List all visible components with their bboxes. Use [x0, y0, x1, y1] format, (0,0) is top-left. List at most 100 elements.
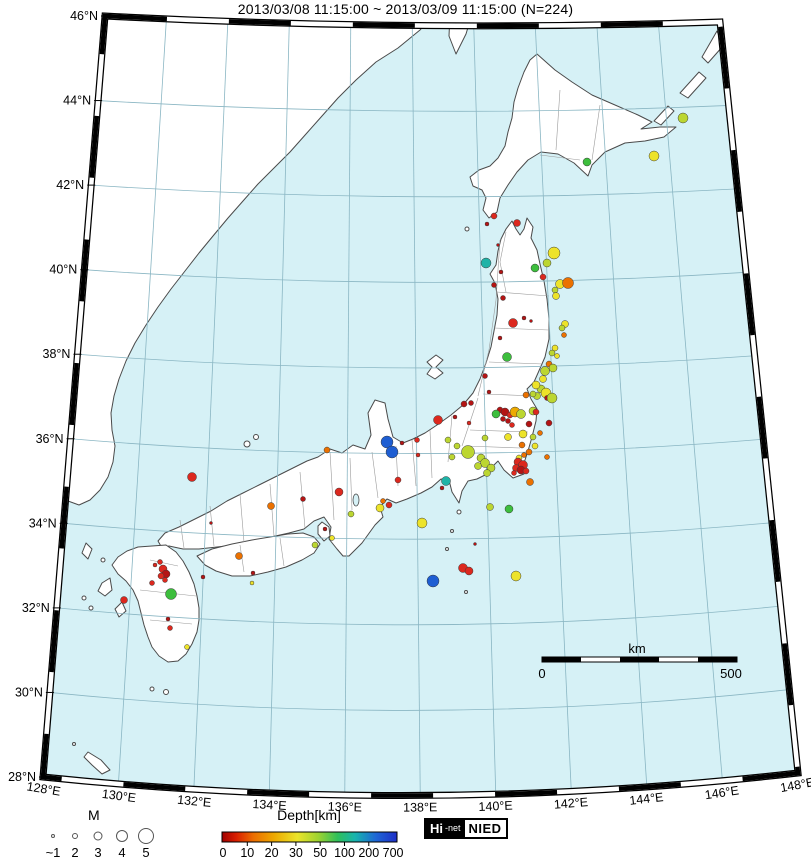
quake-dot [532, 408, 540, 416]
quake-dot [521, 452, 527, 458]
scale-bar: km 0 500 [538, 641, 741, 681]
quake-dot [157, 572, 165, 580]
scale-bar-max: 500 [720, 666, 742, 681]
quake-dot [548, 349, 556, 357]
quake-dot [484, 221, 490, 227]
quake-dot [554, 353, 560, 359]
quake-dot [452, 414, 458, 420]
quake-dot [480, 458, 490, 468]
quake-dot [394, 476, 402, 484]
nagasaki-islets [97, 577, 127, 618]
quake-dot [526, 478, 534, 486]
quake-dot [551, 286, 559, 294]
quake-dot [439, 485, 445, 491]
quake-dot [490, 212, 498, 220]
small-islands [72, 226, 470, 746]
quake-dot [521, 315, 527, 321]
magnitude-circle [51, 834, 55, 838]
quake-dot [329, 535, 335, 541]
quake-dot [473, 542, 477, 546]
quake-dot [380, 498, 386, 504]
quake-dot [200, 574, 206, 580]
lat-label: 34°N [29, 516, 57, 530]
quake-dot [152, 562, 158, 568]
quake-dot [562, 277, 574, 289]
quake-dot [558, 324, 566, 332]
quake-dot [498, 269, 504, 275]
quake-dots [120, 112, 689, 650]
quake-dot [491, 409, 501, 419]
quake-dot [466, 420, 472, 426]
magnitude-circle [116, 830, 128, 842]
logo-net: -net [445, 820, 465, 837]
logo-nied: NIED [464, 820, 506, 837]
magnitude-label: 5 [142, 845, 149, 860]
quake-dot [522, 467, 530, 475]
quake-dot [547, 246, 561, 260]
quake-dot [482, 373, 488, 379]
quake-dot [505, 418, 511, 424]
lon-label: 128°E [26, 779, 62, 798]
quake-dot [546, 392, 558, 404]
quake-dot [461, 445, 475, 459]
quake-dot [426, 574, 440, 588]
quake-dot [582, 157, 592, 167]
quake-dot [486, 389, 492, 395]
quake-dot [529, 319, 533, 323]
tsushima [81, 542, 93, 560]
quake-dot [448, 453, 456, 461]
magnitude-label: 2 [71, 845, 78, 860]
quake-dot [249, 580, 255, 586]
quake-dot [209, 521, 213, 525]
lon-label: 136°E [328, 800, 363, 815]
quake-dot [530, 263, 540, 273]
quake-dot [165, 616, 171, 622]
quake-dot [323, 446, 331, 454]
lon-label: 138°E [403, 800, 437, 814]
quake-dot [513, 219, 521, 227]
quake-dot [518, 429, 528, 439]
sado-island [426, 354, 444, 380]
quake-dot [540, 366, 550, 376]
depth-tick-label: 700 [383, 846, 404, 860]
depth-tick-labels: 0 10 20 30 50 100 200 700 [220, 842, 404, 860]
quake-dot [504, 504, 514, 514]
lat-label: 32°N [22, 601, 50, 615]
lat-label: 46°N [70, 9, 98, 23]
quake-dot [149, 580, 155, 586]
magnitude-circle [93, 831, 103, 841]
lat-label: 42°N [56, 178, 84, 192]
quake-dot [525, 448, 533, 456]
quake-dot [551, 344, 559, 352]
magnitude-label: 4 [118, 845, 125, 860]
lat-label: 36°N [36, 432, 64, 446]
hokkaido [469, 53, 677, 219]
depth-tick-label: 50 [313, 846, 327, 860]
lon-label: 144°E [629, 790, 665, 808]
depth-tick-label: 30 [289, 846, 303, 860]
quake-dot [385, 501, 393, 509]
lat-label: 28°N [8, 770, 36, 784]
quake-dot [157, 559, 163, 565]
longitude-labels: 128°E 130°E 132°E 134°E 136°E 138°E 140°E 142°E… [26, 775, 811, 815]
quake-dot [542, 258, 552, 268]
quake-dot [509, 422, 515, 428]
depth-tick-label: 100 [334, 846, 355, 860]
latitude-labels: 46°N 44°N 42°N 40°N 38°N 36°N 34°N 32°N 30°N 28°N [8, 9, 109, 784]
quake-dot [416, 517, 428, 529]
logo-hi: Hi [426, 820, 445, 837]
quake-dot [511, 470, 517, 476]
quake-dot [544, 454, 550, 460]
quake-dot [516, 409, 526, 419]
quake-dot [531, 380, 541, 390]
lat-label: 44°N [63, 94, 91, 108]
magnitude-label: 3 [94, 845, 101, 860]
quake-dot [311, 541, 319, 549]
quake-dot [235, 552, 243, 560]
lat-label: 38°N [43, 347, 71, 361]
quake-dot [453, 442, 461, 450]
quake-dot [500, 416, 506, 422]
amami-islands [83, 751, 111, 775]
